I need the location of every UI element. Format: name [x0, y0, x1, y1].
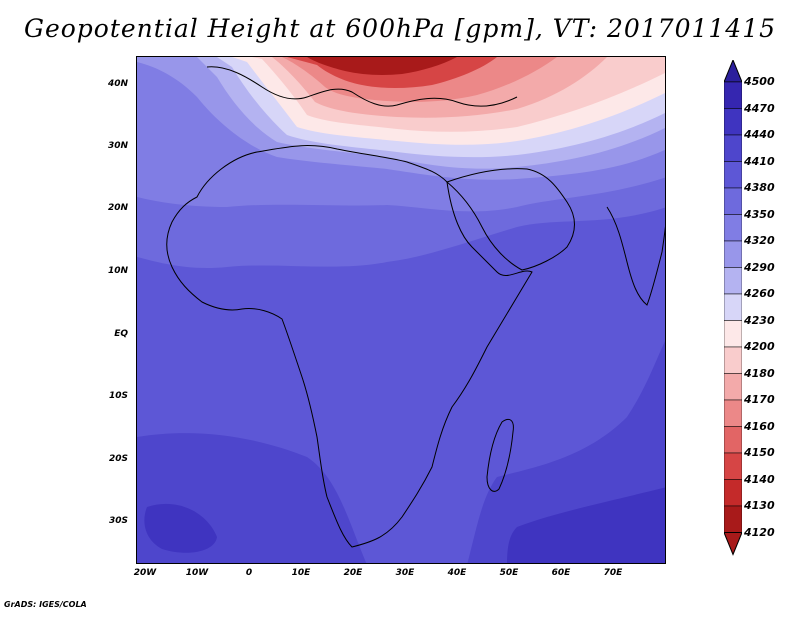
colorbar-cell [724, 479, 742, 507]
map-title: Geopotential Height at 600hPa [gpm], VT:… [23, 14, 777, 43]
madagascar-coastline [486, 419, 514, 492]
colorbar-label: 4160 [744, 419, 775, 433]
colorbar-label: 4140 [744, 472, 775, 486]
lat-label-20n: 20N [107, 203, 128, 213]
colorbar-label: 4130 [744, 499, 775, 512]
colorbar-bottom-arrow [724, 532, 742, 556]
colorbar-cell [724, 293, 742, 321]
lon-label-20w: 20W [133, 568, 157, 578]
colorbar-cell [724, 346, 742, 374]
map-svg [137, 57, 665, 563]
colorbar-cell [724, 452, 742, 480]
colorbar-cell [724, 214, 742, 242]
colorbar-cell [724, 399, 742, 427]
india-coastline [606, 206, 665, 306]
colorbar-cell [724, 134, 742, 162]
colorbar-label: 4230 [744, 313, 775, 327]
lon-label-0: 0 [245, 568, 253, 578]
lon-label-30e: 30E [395, 568, 415, 578]
colorbar-cell [724, 108, 742, 136]
colorbar [724, 60, 742, 556]
lon-label-20e: 20E [343, 568, 363, 578]
colorbar-label: 4200 [744, 340, 775, 353]
field-band-south-deep [144, 503, 217, 553]
colorbar-label: 4170 [744, 393, 775, 406]
colorbar-label: 4150 [744, 446, 775, 459]
colorbar-cell [724, 267, 742, 295]
colorbar-cell [724, 187, 742, 215]
colorbar-label: 4500 [744, 75, 775, 88]
colorbar-cell [724, 161, 742, 189]
field-band-south-deep-east [507, 487, 665, 563]
colorbar-cell [724, 81, 742, 109]
lat-label-10n: 10N [107, 266, 128, 276]
colorbar-cell [724, 505, 742, 533]
colorbar-label: 4470 [744, 101, 775, 115]
colorbar-cell [724, 373, 742, 401]
lon-label-60e: 60E [551, 568, 571, 578]
geopotential-height-map [136, 56, 666, 564]
lat-label-40n: 40N [107, 79, 128, 89]
arabia-coastline [446, 168, 575, 271]
field-band-red3 [302, 57, 457, 75]
colorbar-label: 4380 [744, 181, 775, 194]
lon-label-40e: 40E [447, 568, 467, 578]
colorbar-label: 4320 [744, 234, 775, 247]
grads-credit: GrADS: IGES/COLA [4, 600, 87, 609]
colorbar-cell [724, 240, 742, 268]
lat-label-eq: EQ [114, 329, 128, 339]
lat-label-30n: 30N [107, 141, 128, 151]
lat-label-20s: 20S [108, 454, 128, 464]
colorbar-top-arrow [724, 60, 742, 83]
lat-label-30s: 30S [108, 516, 128, 526]
colorbar-label: 4290 [744, 260, 775, 274]
lon-label-70e: 70E [603, 568, 623, 578]
colorbar-label: 4260 [744, 287, 775, 300]
colorbar-label: 4410 [744, 154, 775, 168]
colorbar-cell [724, 320, 742, 348]
lon-label-10w: 10W [185, 568, 209, 578]
lon-label-50e: 50E [499, 568, 519, 578]
lon-label-10e: 10E [291, 568, 311, 578]
africa-coastline [166, 145, 533, 548]
colorbar-cell [724, 426, 742, 454]
lat-label-10s: 10S [108, 391, 128, 401]
colorbar-label: 4440 [744, 128, 775, 141]
colorbar-label: 4120 [744, 525, 775, 539]
colorbar-label: 4350 [744, 207, 775, 221]
europe-coastline [206, 66, 518, 107]
colorbar-label: 4180 [744, 366, 775, 380]
